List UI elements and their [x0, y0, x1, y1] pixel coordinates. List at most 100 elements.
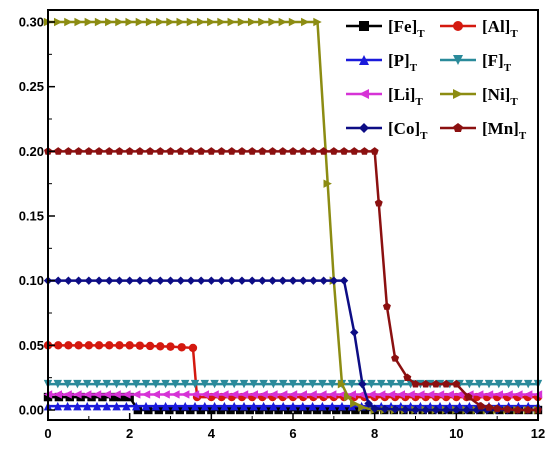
data-point [112, 390, 121, 399]
data-point [318, 390, 327, 399]
data-point [74, 341, 83, 350]
data-point [166, 17, 175, 27]
data-point [230, 390, 239, 399]
data-point [248, 147, 257, 155]
y-tick-label: 0.15 [19, 209, 44, 224]
legend-label: [Li]T [388, 85, 423, 108]
data-point [403, 373, 412, 382]
data-point [207, 276, 216, 285]
data-point [247, 276, 257, 285]
x-tick-label: 2 [126, 426, 133, 441]
data-point [83, 390, 92, 399]
legend-label: [Co]T [388, 119, 428, 142]
legend-label: [Mn]T [482, 119, 527, 142]
data-point [176, 276, 185, 285]
data-point [125, 341, 134, 350]
data-point [347, 379, 356, 389]
data-point [312, 405, 322, 415]
data-point [181, 390, 190, 399]
data-point [105, 341, 114, 350]
data-point [141, 379, 151, 389]
data-point [166, 342, 175, 351]
data-point [322, 405, 331, 415]
data-point [513, 405, 522, 414]
data-point [401, 405, 410, 414]
data-point [289, 147, 297, 155]
data-point [102, 379, 111, 389]
data-point [431, 379, 440, 388]
data-point [249, 390, 258, 399]
y-tick-label: 0.20 [19, 144, 44, 159]
data-point [64, 276, 73, 285]
data-point [125, 147, 134, 155]
data-point [64, 341, 73, 350]
data-point [514, 390, 523, 399]
data-point [259, 379, 268, 389]
data-point [64, 147, 73, 155]
data-point [171, 390, 180, 399]
data-point [166, 147, 175, 155]
data-point [217, 147, 226, 155]
data-point [64, 17, 73, 27]
data-point [406, 390, 415, 399]
data-point [95, 147, 104, 155]
data-point [455, 390, 464, 399]
data-point [54, 147, 63, 155]
legend-item-co: [Co]T [346, 119, 428, 142]
data-point [94, 276, 104, 285]
legend-label: [Al]T [482, 17, 518, 40]
data-point [464, 392, 473, 401]
legend-marker [453, 123, 463, 133]
data-point [73, 390, 82, 399]
legend-marker [453, 55, 463, 65]
data-point [269, 390, 278, 399]
data-point [308, 401, 317, 411]
data-point [259, 401, 268, 411]
data-point [504, 390, 513, 399]
data-point [227, 17, 236, 27]
data-point [115, 17, 124, 27]
data-point [161, 379, 170, 389]
data-point [298, 390, 307, 399]
axes: 0 2 4 6 8 10 12 0.00 0.05 0.10 0.15 0.20 0.25 0.30 [19, 15, 546, 442]
data-point [328, 390, 337, 399]
legend-marker [359, 55, 369, 65]
data-point [63, 379, 72, 389]
data-point [141, 401, 151, 411]
legend-marker [359, 89, 369, 99]
data-point [476, 401, 485, 410]
data-point [523, 405, 532, 414]
legend-marker [359, 123, 369, 133]
data-point [230, 401, 239, 411]
data-point [494, 390, 503, 399]
data-point [298, 401, 307, 411]
data-point [421, 379, 430, 388]
data-point [328, 379, 337, 389]
data-point [247, 17, 257, 27]
data-point [125, 17, 134, 27]
data-point [328, 401, 337, 411]
data-point [112, 401, 121, 411]
data-point [74, 276, 83, 285]
data-point [524, 390, 533, 399]
data-point [258, 17, 267, 27]
legend-item-f: [F]T [440, 51, 512, 74]
plot-background [48, 10, 538, 420]
data-point [484, 379, 494, 389]
data-point [53, 379, 62, 389]
data-point [350, 147, 359, 155]
data-point [171, 379, 180, 389]
data-point [318, 379, 327, 389]
data-point [92, 390, 102, 399]
data-point [145, 276, 155, 285]
data-point [190, 401, 200, 411]
data-point [132, 401, 141, 411]
data-point [239, 401, 249, 411]
data-point [411, 405, 420, 415]
data-point [217, 276, 226, 285]
y-tick-label: 0.10 [19, 273, 44, 288]
data-point [493, 404, 502, 413]
data-point [435, 390, 445, 399]
data-point [308, 390, 317, 399]
legend-label: [P]T [388, 51, 418, 74]
